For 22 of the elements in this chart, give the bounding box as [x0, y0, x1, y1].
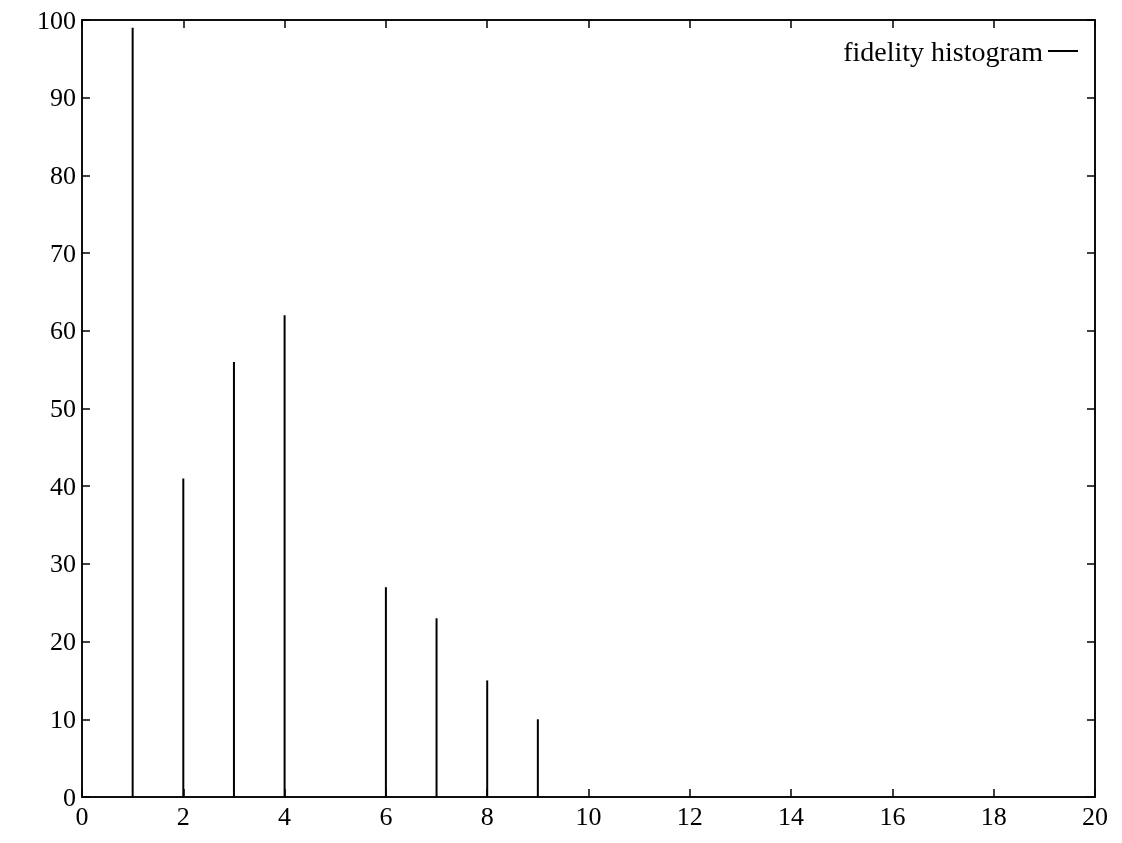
x-tick-label: 10 [575, 801, 602, 831]
y-tick-label: 50 [50, 394, 76, 423]
y-tick-label: 70 [50, 238, 76, 268]
x-tick-label: 20 [1082, 801, 1108, 831]
legend-label: fidelity histogram [843, 35, 1044, 67]
y-tick-label: 20 [50, 627, 76, 657]
y-tick-label: 60 [50, 316, 76, 346]
y-tick-label: 100 [37, 5, 76, 35]
x-tick-label: 8 [480, 801, 494, 831]
x-tick-label: 6 [379, 801, 393, 831]
y-tick-label: 30 [50, 549, 76, 579]
x-tick-label: 2 [176, 801, 190, 831]
x-tick-label: 12 [676, 801, 703, 831]
y-tick-label: 80 [50, 160, 76, 190]
y-tick-label: 10 [50, 704, 76, 734]
x-tick-label: 16 [879, 801, 906, 831]
x-tick-label: 4 [278, 801, 292, 831]
x-tick-label: 14 [778, 801, 805, 831]
y-tick-label: 90 [50, 83, 76, 113]
x-tick-label: 18 [980, 801, 1007, 831]
y-tick-label: 40 [50, 471, 76, 501]
y-tick-label: 0 [63, 782, 76, 812]
